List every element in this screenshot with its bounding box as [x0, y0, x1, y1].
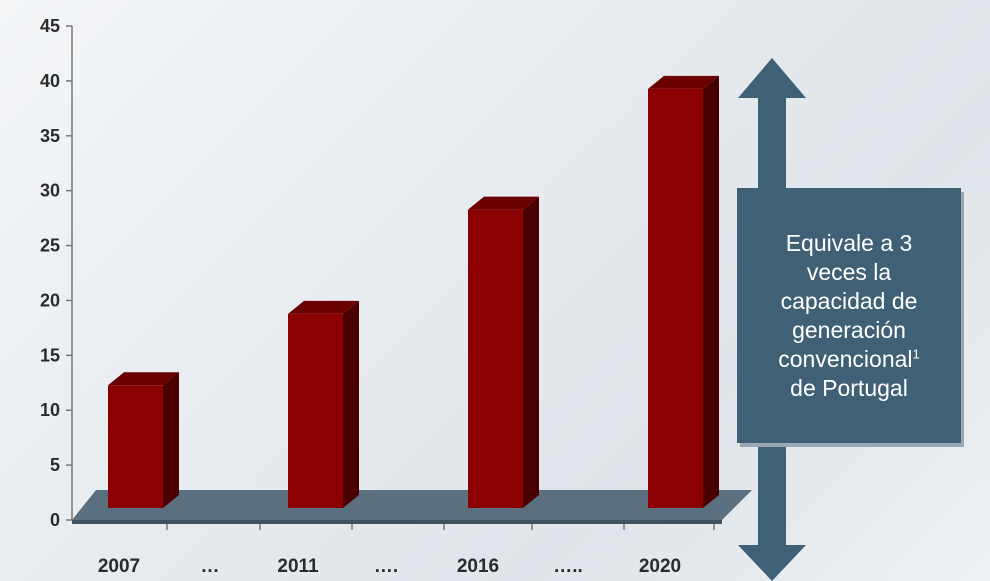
callout-line-6: de Portugal	[790, 374, 908, 401]
bar-side	[343, 300, 359, 508]
y-tick-label: 30	[40, 181, 60, 201]
callout-line-1: Equivale a 3	[785, 229, 913, 256]
bar-front	[468, 209, 523, 508]
callout-line-3: capacidad de	[780, 287, 918, 314]
x-category-label: 2016	[457, 556, 499, 577]
y-tick-label: 25	[40, 236, 60, 256]
y-tick-label: 5	[50, 455, 60, 475]
callout-box: Equivale a 3 veces la capacidad de gener…	[737, 188, 961, 443]
callout-line-2: veces la	[806, 258, 892, 285]
y-axis: 0 5 10 15 20 25 30 35 40 45	[40, 16, 715, 530]
x-separator-dots: …..	[553, 556, 583, 577]
callout-line-4: generación	[792, 316, 906, 343]
bar-top	[648, 75, 719, 89]
floor-edge	[72, 520, 722, 524]
bar-top	[288, 300, 359, 314]
callout-line-5-text: convencional	[778, 345, 913, 372]
bar-top	[108, 372, 179, 386]
bar-top	[468, 196, 539, 210]
y-tick-label: 35	[40, 126, 60, 146]
chart-floor	[72, 490, 752, 524]
x-separator-dots: ….	[374, 556, 398, 577]
floor-plane	[72, 490, 752, 520]
y-tick-label: 15	[40, 345, 60, 365]
bar-2007	[108, 372, 179, 508]
x-separator-dots: …	[201, 556, 220, 577]
x-category-label: 2020	[639, 556, 681, 577]
bars-group	[108, 75, 719, 508]
bar-2020	[648, 75, 719, 508]
y-tick-label: 45	[40, 16, 60, 36]
bar-side	[523, 196, 539, 508]
x-category-label: 2007	[98, 556, 140, 577]
x-category-label: 2011	[277, 556, 319, 577]
bar-front	[288, 313, 343, 508]
y-tick-label: 10	[40, 400, 60, 420]
callout-line-5: convencional1	[778, 345, 920, 374]
bar-front	[648, 88, 703, 508]
arrow-head-up	[738, 58, 806, 98]
bar-side	[703, 75, 719, 508]
bar-2016	[468, 196, 539, 508]
y-tick-label: 40	[40, 71, 60, 91]
y-tick-label: 0	[50, 510, 60, 530]
x-axis-labels: 2007 2011 2016 2020 … …. …..	[98, 556, 681, 577]
y-tick-label: 20	[40, 290, 60, 310]
bar-side	[163, 372, 179, 508]
arrow-head-down	[738, 545, 806, 581]
bar-2011	[288, 300, 359, 508]
bar-front	[108, 385, 163, 508]
callout-footnote-marker: 1	[912, 345, 920, 361]
